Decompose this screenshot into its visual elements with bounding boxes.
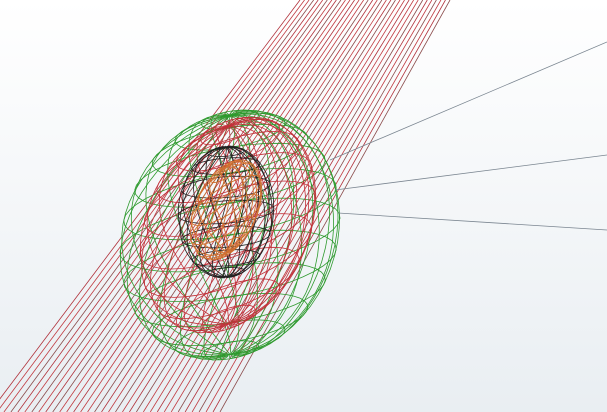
wire [227,118,317,324]
ray [198,0,437,412]
ray [108,0,378,412]
ray [156,0,410,412]
wire [222,146,247,279]
wire [204,167,227,261]
wire [224,112,339,356]
probe-lines [329,41,607,231]
wire [224,117,315,324]
wire [167,115,236,353]
ray [136,0,396,412]
wire [224,159,263,253]
ray [38,0,333,412]
wire [156,246,300,320]
wire [126,115,231,356]
wire [215,123,254,322]
wire [225,163,248,252]
wire [224,114,314,358]
ray [0,0,301,400]
wire [158,126,229,324]
wire [223,146,275,278]
ray-bundle [0,0,451,412]
ray [177,0,424,412]
wire [151,292,309,347]
wire [182,146,227,278]
ray [115,0,383,412]
wire [190,194,262,246]
wire [229,113,330,357]
wire [197,216,255,258]
wire [179,114,235,360]
wire [191,249,261,267]
wireframe-shell [189,159,263,261]
ray [191,0,433,412]
wire [226,109,335,355]
wire [123,167,337,241]
wire [149,126,229,329]
wire [144,152,312,237]
ray [3,0,310,412]
wire [227,116,307,324]
wire [224,164,254,255]
wire [144,213,312,298]
wire [119,113,235,355]
wire [139,126,229,324]
wire [186,146,227,278]
wire [179,146,227,278]
ray [205,0,442,412]
wireframe-shells [119,109,341,361]
wire [225,161,262,254]
ray [80,0,360,412]
wire [219,126,260,332]
probe-line [337,212,607,231]
probe-line [329,41,607,161]
wire [224,166,244,258]
wire [225,120,273,324]
wire [141,123,232,326]
ray [73,0,355,412]
wire [181,175,271,199]
wire [225,146,270,278]
ray [170,0,419,412]
wire [223,121,310,325]
wire [177,146,229,277]
wire [121,115,231,355]
wire [215,166,232,260]
wire [227,118,293,323]
probe-line [334,154,607,191]
wire [123,229,337,303]
wire [209,166,228,252]
wire [183,126,231,334]
wire [177,125,233,322]
ray [94,0,369,412]
ray [163,0,414,412]
ray [31,0,328,412]
wire [225,160,258,254]
wire [227,123,298,327]
ray [52,0,342,412]
wire [189,166,227,256]
ray [101,0,374,412]
